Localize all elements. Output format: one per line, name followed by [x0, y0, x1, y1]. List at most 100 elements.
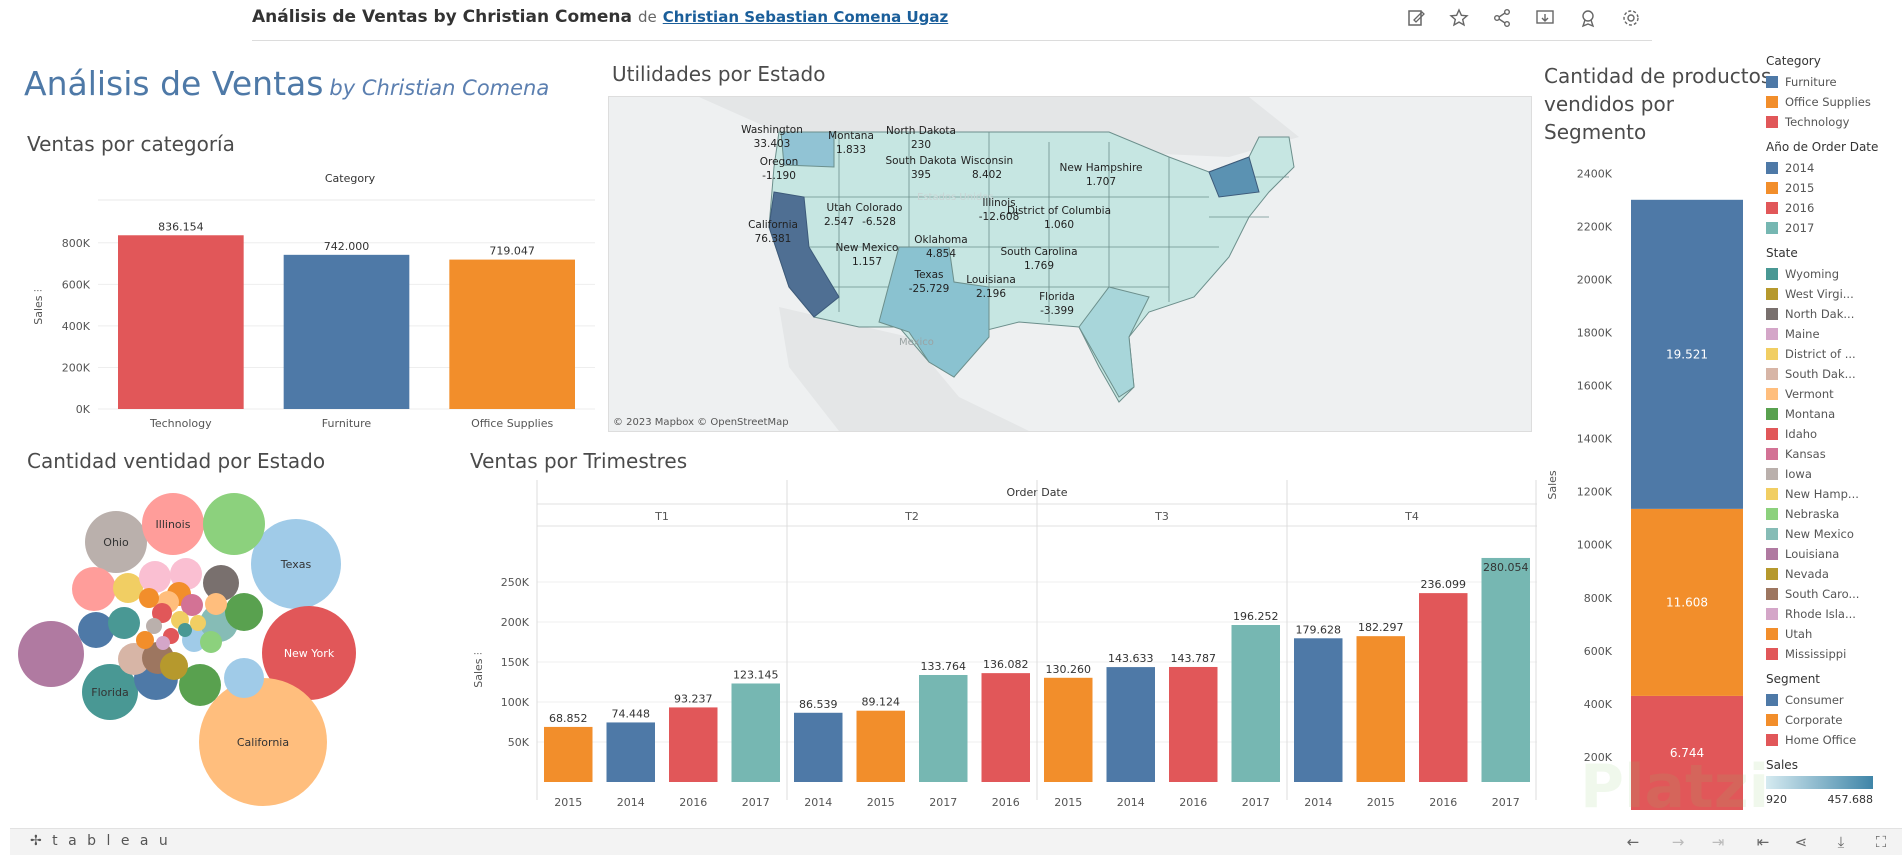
legend-item-state[interactable]: District of ... — [1766, 344, 1902, 364]
legend-item-year[interactable]: 2016 — [1766, 198, 1902, 218]
redo-icon[interactable]: → — [1671, 833, 1685, 851]
tableau-logo[interactable]: ✢ t a b l e a u — [30, 833, 171, 849]
revert-icon[interactable]: ⇥ — [1711, 833, 1725, 851]
state-bubble[interactable] — [82, 664, 138, 720]
star-icon[interactable] — [1447, 6, 1471, 30]
state-bubble[interactable] — [178, 623, 192, 637]
gear-icon[interactable] — [1619, 6, 1643, 30]
fullscreen-icon[interactable]: ⛶ — [1875, 833, 1887, 851]
state-bubble[interactable] — [181, 594, 203, 616]
legend-item-state[interactable]: Rhode Isla... — [1766, 604, 1902, 624]
state-bubble[interactable] — [139, 561, 171, 593]
legend-item-state[interactable]: Nevada — [1766, 564, 1902, 584]
cat-bar[interactable] — [449, 259, 575, 409]
legend-item-year[interactable]: 2015 — [1766, 178, 1902, 198]
q-bar[interactable] — [1356, 636, 1406, 782]
map-canvas[interactable]: Estados Unidos Mexico Washington 33.403 Oreg… — [609, 97, 1531, 431]
legend-item-state[interactable]: Idaho — [1766, 424, 1902, 444]
state-bubble[interactable] — [85, 511, 147, 573]
q-bar[interactable] — [1106, 667, 1156, 782]
q-bar[interactable] — [1231, 624, 1281, 782]
legend-item-category[interactable]: Technology — [1766, 112, 1902, 132]
q-bar[interactable] — [1169, 666, 1218, 782]
legend-item-state[interactable]: Vermont — [1766, 384, 1902, 404]
q-bar[interactable] — [544, 726, 593, 782]
q-bar[interactable] — [856, 710, 906, 782]
seg-bar-segment[interactable] — [1631, 508, 1743, 696]
state-bubble[interactable] — [190, 615, 206, 631]
footer-download-icon[interactable]: ⤓ — [1837, 833, 1845, 851]
q-bar[interactable] — [1419, 593, 1468, 782]
legend-item-year[interactable]: 2017 — [1766, 218, 1902, 238]
state-bubble[interactable] — [262, 606, 356, 700]
state-bubble[interactable] — [146, 618, 162, 634]
map-state-newyork[interactable] — [1208, 156, 1260, 198]
cat-bar[interactable] — [283, 254, 410, 409]
footer-share-icon[interactable]: ⋖ — [1794, 833, 1808, 851]
q-bar[interactable] — [1481, 557, 1531, 782]
state-bubble[interactable] — [156, 636, 170, 650]
state-bubble[interactable] — [170, 558, 202, 590]
legend-item-state[interactable]: North Dak... — [1766, 304, 1902, 324]
legend-item-segment[interactable]: Corporate — [1766, 710, 1902, 730]
map-state-florida[interactable] — [1078, 286, 1150, 398]
state-bubble[interactable] — [224, 658, 264, 698]
state-bubble[interactable] — [203, 565, 239, 601]
state-bubble[interactable] — [205, 593, 227, 615]
q-bar[interactable] — [981, 673, 1031, 782]
utilidades-estado-map[interactable]: Estados Unidos Mexico Washington 33.403 Oreg… — [608, 96, 1532, 432]
state-bubble[interactable] — [179, 664, 221, 706]
segmento-chart[interactable]: 200K 400K 600K 800K 1000K 1200K 1400K 1600K 1800… — [1536, 150, 1764, 825]
legend-item-state[interactable]: New Hamp... — [1766, 484, 1902, 504]
state-bubble[interactable] — [200, 631, 222, 653]
state-bubble[interactable] — [152, 603, 172, 623]
seg-bar-segment[interactable] — [1631, 695, 1743, 810]
badge-icon[interactable] — [1576, 6, 1600, 30]
legend-item-state[interactable]: Utah — [1766, 624, 1902, 644]
q-bar[interactable] — [1044, 677, 1093, 782]
map-state-texas[interactable] — [878, 246, 990, 378]
state-bubble[interactable] — [118, 643, 150, 675]
state-bubble[interactable] — [113, 573, 143, 603]
cat-bar[interactable] — [118, 235, 244, 409]
q-bar[interactable] — [731, 683, 781, 782]
q-bar[interactable] — [1294, 638, 1343, 782]
seg-bar-segment[interactable] — [1631, 199, 1743, 509]
legend-item-state[interactable]: South Caro... — [1766, 584, 1902, 604]
state-bubble[interactable] — [203, 493, 265, 555]
cantidad-estado-bubbles[interactable]: Ohio Illinois Texas New York Florida Californ… — [18, 480, 368, 820]
state-bubble[interactable] — [160, 652, 188, 680]
legend-item-state[interactable]: Kansas — [1766, 444, 1902, 464]
state-bubble[interactable] — [225, 593, 263, 631]
legend-state-list[interactable]: Wyoming West Virgi... North Dak... Maine Dis… — [1766, 264, 1902, 664]
legend-item-state[interactable]: Mississippi — [1766, 644, 1902, 664]
reset-icon[interactable]: ⇤ — [1756, 833, 1770, 851]
state-bubble[interactable] — [108, 607, 140, 639]
state-bubble[interactable] — [72, 567, 116, 611]
legend-item-category[interactable]: Office Supplies — [1766, 92, 1902, 112]
legend-item-state[interactable]: Wyoming — [1766, 264, 1902, 284]
legend-item-state[interactable]: New Mexico — [1766, 524, 1902, 544]
legend-item-category[interactable]: Furniture — [1766, 72, 1902, 92]
state-bubble[interactable] — [199, 678, 327, 806]
legend-item-segment[interactable]: Consumer — [1766, 690, 1902, 710]
legend-item-segment[interactable]: Home Office — [1766, 730, 1902, 750]
q-bar[interactable] — [919, 674, 968, 782]
legend-item-state[interactable]: West Virgi... — [1766, 284, 1902, 304]
state-bubble[interactable] — [139, 588, 159, 608]
state-bubble[interactable] — [136, 631, 154, 649]
legend-item-state[interactable]: Nebraska — [1766, 504, 1902, 524]
edit-icon[interactable] — [1404, 6, 1428, 30]
q-bar[interactable] — [669, 707, 718, 782]
undo-icon[interactable]: ← — [1626, 833, 1640, 851]
legend-item-year[interactable]: 2014 — [1766, 158, 1902, 178]
map-state-washington[interactable] — [780, 131, 835, 168]
ventas-categoria-chart[interactable]: Category 0K 200K 400K 600K 800K Sales ⫶ 836.154… — [20, 162, 600, 432]
legend-item-state[interactable]: Iowa — [1766, 464, 1902, 484]
q-bar[interactable] — [794, 712, 843, 782]
state-bubble[interactable] — [142, 493, 204, 555]
state-bubble[interactable] — [18, 621, 84, 687]
map-state-california[interactable] — [768, 191, 840, 318]
download-icon[interactable] — [1533, 6, 1557, 30]
